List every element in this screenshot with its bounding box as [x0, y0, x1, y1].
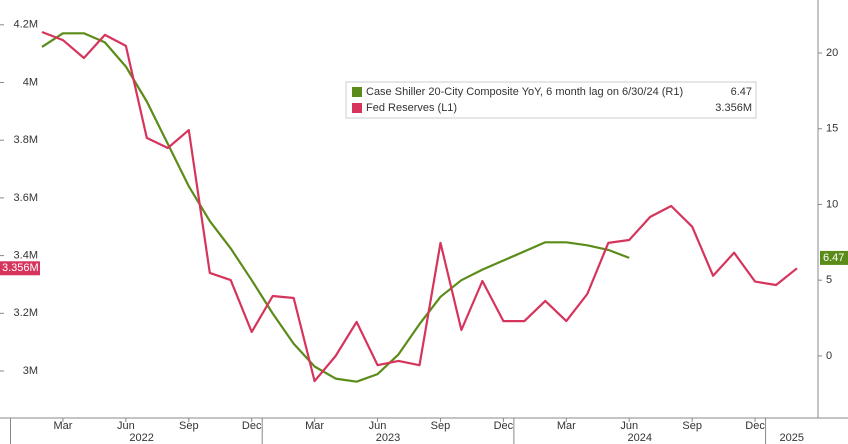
x-tick-label: Dec — [494, 420, 514, 432]
y-tick-label: 3.2M — [14, 307, 38, 319]
y-tick-label: 4.2M — [14, 19, 38, 31]
legend-swatch — [352, 87, 362, 97]
legend-value: 3.356M — [715, 102, 752, 114]
year-label: 2023 — [376, 432, 400, 444]
y2-tick-label: 5 — [826, 274, 832, 286]
y2-tick-label: 0 — [826, 350, 832, 362]
badge-bg — [0, 261, 40, 276]
y-tick-label: 3.8M — [14, 134, 38, 146]
legend-label: Case Shiller 20-City Composite YoY, 6 mo… — [366, 86, 683, 98]
badge-label: 6.47 — [823, 252, 844, 264]
y2-tick-label: 15 — [826, 123, 838, 135]
x-tick-label: Jun — [620, 420, 638, 432]
x-tick-label: Sep — [431, 420, 451, 432]
x-tick-label: Jun — [117, 420, 135, 432]
year-label: 2024 — [627, 432, 651, 444]
series-line — [41, 30, 798, 383]
year-label: 2022 — [129, 432, 153, 444]
x-tick-label: Mar — [53, 420, 72, 432]
legend-box — [345, 81, 757, 119]
axis-badge: 6.47 — [820, 250, 848, 265]
badge-label: 3.356M — [2, 262, 39, 274]
legend-swatch — [352, 103, 362, 113]
y-tick-label: 3.6M — [14, 192, 38, 204]
y-tick-label: 4M — [23, 76, 38, 88]
badge-bg — [820, 250, 848, 265]
axis-badge: 3.356M — [0, 261, 40, 276]
y2-tick-label: 20 — [826, 47, 838, 59]
year-label: 2025 — [780, 432, 804, 444]
x-tick-label: Dec — [242, 420, 262, 432]
x-tick-label: Dec — [745, 420, 765, 432]
x-tick-label: Mar — [305, 420, 324, 432]
x-tick-label: Jun — [369, 420, 387, 432]
legend-value: 6.47 — [731, 86, 752, 98]
y2-tick-label: 10 — [826, 198, 838, 210]
x-tick-label: Sep — [179, 420, 199, 432]
x-tick-label: Sep — [682, 420, 702, 432]
series-line — [41, 32, 630, 383]
legend-label: Fed Reserves (L1) — [366, 102, 457, 114]
y-tick-label: 3M — [23, 365, 38, 377]
x-tick-label: Mar — [557, 420, 576, 432]
y-tick-label: 3.4M — [14, 249, 38, 261]
